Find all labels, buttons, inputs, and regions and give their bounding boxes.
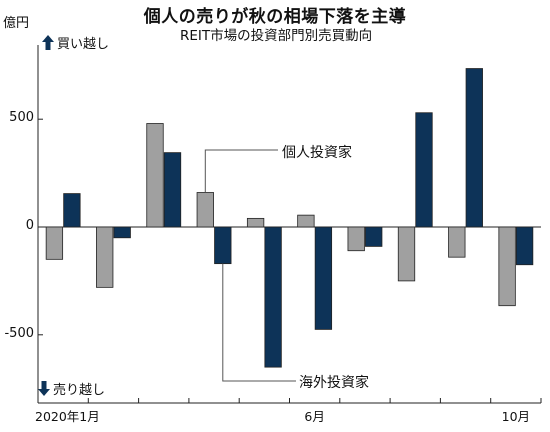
- legend-label-individual: 個人投資家: [282, 145, 352, 161]
- x-tick-label-jan: 2020年1月: [35, 409, 100, 424]
- individual-bar: [397, 226, 416, 282]
- foreign-bar: [415, 112, 433, 228]
- y-axis-unit: 億円: [3, 16, 30, 31]
- foreign-bar: [515, 226, 534, 266]
- foreign-bar: [314, 226, 333, 330]
- foreign-bar: [214, 226, 232, 265]
- y-tick-label: -500: [4, 325, 34, 341]
- y-tick-label: 500: [9, 110, 34, 126]
- buy-net-label: 買い越し: [57, 37, 110, 52]
- arrow-up-icon: [42, 35, 54, 50]
- sell-net-label: 売り越し: [53, 383, 106, 398]
- foreign-bar: [264, 226, 282, 368]
- individual-bar: [196, 192, 214, 228]
- leader-line-foreign: [222, 263, 296, 382]
- legend-label-foreign: 海外投資家: [299, 375, 369, 391]
- individual-bar: [498, 226, 516, 307]
- arrow-down-icon: [38, 381, 50, 396]
- individual-bar: [146, 123, 164, 228]
- foreign-bar: [365, 226, 383, 247]
- leader-line-individual: [204, 149, 278, 193]
- foreign-bar: [113, 226, 131, 239]
- x-tick-label-jun: 6月: [304, 409, 325, 424]
- individual-bar: [96, 226, 114, 288]
- x-tick-label-oct: 10月: [501, 409, 531, 424]
- individual-bar: [246, 217, 265, 228]
- foreign-bar: [63, 193, 81, 228]
- individual-bar: [347, 226, 365, 252]
- individual-bar: [297, 214, 315, 228]
- individual-bar: [448, 226, 466, 258]
- chart-subtitle: REIT市場の投資部門別売買動向: [180, 28, 373, 44]
- buy-net-note: 買い越し: [42, 33, 109, 52]
- y-tick-label: 0: [25, 218, 34, 233]
- foreign-bar: [465, 68, 483, 228]
- chart-title: 個人の売りが秋の相場下落を主導: [143, 7, 407, 27]
- foreign-bar: [163, 152, 182, 228]
- individual-bar: [45, 226, 64, 260]
- sell-net-note: 売り越し: [38, 379, 105, 398]
